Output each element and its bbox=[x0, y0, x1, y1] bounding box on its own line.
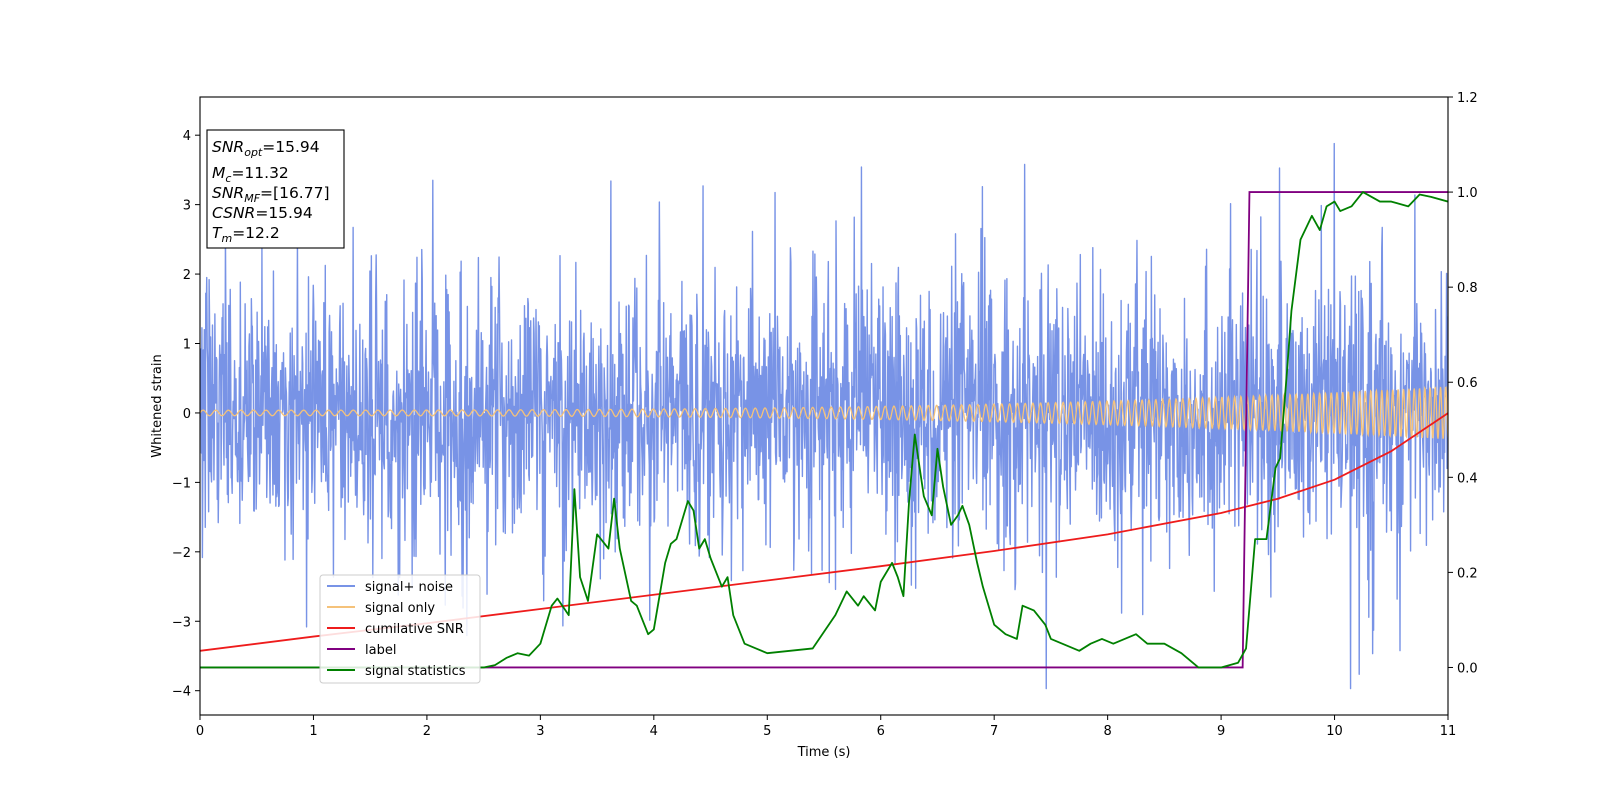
y2-tick-label: 0.0 bbox=[1457, 661, 1478, 676]
x-tick-label: 4 bbox=[650, 724, 658, 739]
legend-item-signal-only: signal only bbox=[327, 601, 435, 616]
info-box-frame bbox=[206, 129, 345, 249]
y-tick-label: −1 bbox=[172, 476, 191, 491]
y-tick-label: 0 bbox=[183, 407, 191, 422]
y-tick-label: 2 bbox=[183, 268, 191, 283]
y2-tick-label: 0.4 bbox=[1457, 471, 1478, 486]
legend-frame bbox=[319, 574, 481, 684]
info-box: SNRopt=15.94 Mc=11.32 SNRMF=[16.77] CSNR… bbox=[206, 129, 345, 249]
y-tick-label: −4 bbox=[172, 685, 191, 700]
x-tick-label: 10 bbox=[1326, 724, 1343, 739]
x-tick-label: 6 bbox=[877, 724, 885, 739]
x-tick-label: 9 bbox=[1217, 724, 1225, 739]
x-tick-label: 1 bbox=[309, 724, 317, 739]
x-axis: 0 1 2 3 4 5 6 7 8 9 10 11 bbox=[196, 715, 1456, 739]
legend-label-signal-only: signal only bbox=[365, 601, 435, 616]
x-tick-label: 11 bbox=[1440, 724, 1457, 739]
y-axis-label: Whitened strain bbox=[150, 354, 165, 457]
legend-label-signal-noise: signal+ noise bbox=[365, 580, 453, 595]
legend-item-signal-statistics: signal statistics bbox=[327, 664, 466, 679]
y2-tick-label: 0.8 bbox=[1457, 281, 1478, 296]
x-tick-label: 2 bbox=[423, 724, 431, 739]
x-tick-label: 0 bbox=[196, 724, 204, 739]
series-line-signal-statistics bbox=[200, 191, 1448, 669]
y-axis-right: 0.0 0.2 0.4 0.6 0.8 1.0 1.2 bbox=[1448, 91, 1478, 676]
legend-item-cumulative-snr: cumilative SNR bbox=[327, 622, 464, 637]
x-tick-label: 7 bbox=[990, 724, 998, 739]
legend-label-label: label bbox=[365, 643, 396, 658]
series-line-label bbox=[200, 191, 1448, 669]
y-tick-label: 1 bbox=[183, 338, 191, 353]
legend-item-signal-noise: signal+ noise bbox=[327, 580, 453, 595]
x-tick-label: 3 bbox=[536, 724, 544, 739]
info-snr-opt: SNRopt=15.94 bbox=[212, 138, 320, 159]
y-tick-label: −3 bbox=[172, 615, 191, 630]
series-line-signal-noise bbox=[200, 142, 1448, 690]
plot-frame bbox=[199, 96, 1449, 716]
y-tick-label: −2 bbox=[172, 546, 191, 561]
x-axis-label: Time (s) bbox=[797, 745, 851, 760]
y-tick-label: 3 bbox=[183, 199, 191, 214]
y2-tick-label: 0.2 bbox=[1457, 566, 1478, 581]
info-mc: Mc=11.32 bbox=[212, 164, 289, 185]
y-axis-left: −4 −3 −2 −1 0 1 2 3 4 bbox=[172, 129, 200, 700]
y2-tick-label: 1.0 bbox=[1457, 186, 1478, 201]
y2-tick-label: 1.2 bbox=[1457, 91, 1478, 106]
x-tick-label: 8 bbox=[1103, 724, 1111, 739]
info-csnr: CSNR=15.94 bbox=[212, 204, 313, 222]
legend-label-signal-statistics: signal statistics bbox=[365, 664, 466, 679]
legend-item-label: label bbox=[327, 643, 396, 658]
series-line-signal-only bbox=[200, 385, 1448, 439]
y-tick-label: 4 bbox=[183, 129, 191, 144]
x-tick-label: 5 bbox=[763, 724, 771, 739]
legend-label-cumulative-snr: cumilative SNR bbox=[365, 622, 464, 637]
info-tm: Tm=12.2 bbox=[212, 224, 280, 245]
legend: signal+ noise signal only cumilative SNR… bbox=[319, 574, 481, 684]
info-snr-mf: SNRMF=[16.77] bbox=[212, 184, 330, 205]
y2-tick-label: 0.6 bbox=[1457, 376, 1478, 391]
